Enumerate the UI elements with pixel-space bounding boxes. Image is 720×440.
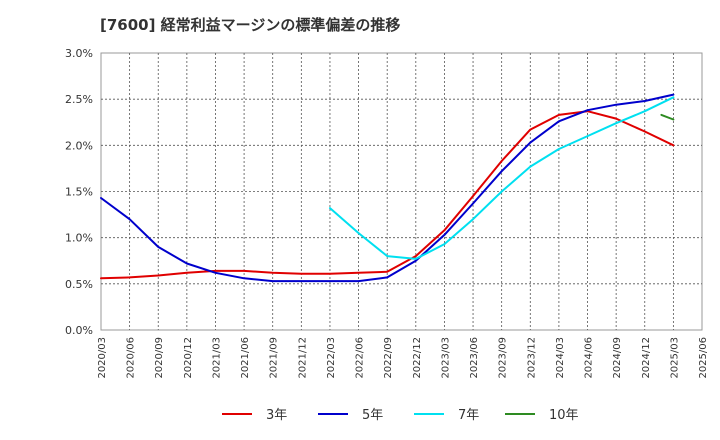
y-tick-label: 1.0% — [65, 232, 93, 245]
series-line-3 — [329, 96, 675, 260]
x-tick-label: 2023/03 — [440, 337, 451, 379]
x-tick-label: 2022/06 — [355, 337, 366, 379]
x-tick-label: 2023/12 — [526, 337, 537, 379]
x-tick-label: 2020/12 — [183, 337, 194, 379]
x-tick-label: 2021/06 — [240, 337, 251, 379]
y-tick-label: 1.5% — [65, 186, 93, 199]
series-line-1 — [100, 110, 675, 280]
x-tick-label: 2021/12 — [297, 337, 308, 379]
legend-label: 3年 — [266, 408, 287, 423]
x-tick-label: 2020/09 — [154, 337, 165, 379]
x-tick-label: 2024/12 — [641, 337, 652, 379]
y-tick-label: 2.0% — [65, 139, 93, 152]
x-tick-label: 2024/06 — [584, 337, 595, 379]
chart-title: [7600] 経常利益マージンの標準偏差の推移 — [100, 16, 401, 34]
x-tick-label: 2020/03 — [97, 337, 108, 379]
x-tick-label: 2022/03 — [326, 337, 337, 379]
x-tick-label: 2021/03 — [211, 337, 222, 379]
x-tick-label: 2024/09 — [612, 337, 623, 379]
x-tick-label: 2020/06 — [126, 337, 137, 379]
y-tick-label: 0.5% — [65, 278, 93, 291]
y-tick-label: 0.0% — [65, 324, 93, 337]
x-tick-label: 2023/09 — [498, 337, 509, 379]
series-line-2 — [100, 93, 675, 283]
x-tick-label: 2023/06 — [469, 337, 480, 379]
series-line-4 — [660, 113, 675, 121]
y-tick-label: 3.0% — [65, 47, 93, 60]
x-tick-label: 2025/06 — [698, 337, 709, 379]
x-tick-label: 2021/09 — [269, 337, 280, 379]
legend-label: 10年 — [549, 408, 579, 423]
legend-label: 7年 — [458, 408, 479, 423]
x-tick-label: 2025/03 — [669, 337, 680, 379]
y-tick-label: 2.5% — [65, 93, 93, 106]
x-tick-label: 2022/12 — [412, 337, 423, 379]
x-tick-label: 2022/09 — [383, 337, 394, 379]
x-tick-label: 2024/03 — [555, 337, 566, 379]
legend-label: 5年 — [362, 408, 383, 423]
